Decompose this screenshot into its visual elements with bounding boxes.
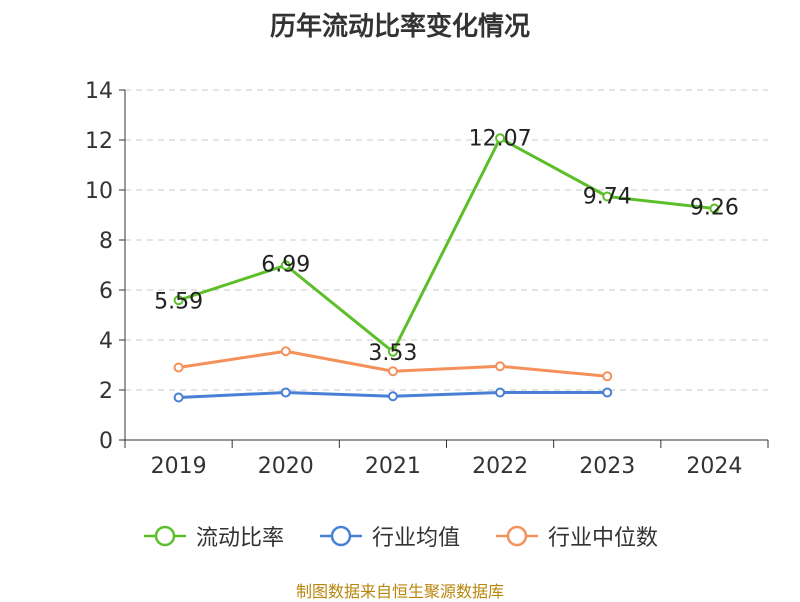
x-tick-label: 2023 [579,454,635,479]
data-point [387,391,398,402]
y-tick-label: 14 [85,79,113,104]
x-tick-label: 2021 [365,454,421,479]
x-tick-label: 2024 [686,454,742,479]
legend-swatch [496,525,538,547]
data-point [709,203,720,214]
legend-label: 行业中位数 [548,526,659,551]
chart-title: 历年流动比率变化情况 [269,12,530,42]
data-label: 6.99 [261,252,310,277]
y-tick-label: 12 [85,129,113,154]
x-tick-label: 2022 [472,454,528,479]
data-point [387,346,398,357]
legend-marker [506,525,528,547]
data-point [173,362,184,373]
data-label: 5.59 [154,289,203,314]
data-point [173,295,184,306]
data-label: 9.26 [690,196,739,221]
y-tick-label: 6 [99,279,113,304]
source-note: 制图数据来自恒生聚源数据库 [295,582,504,601]
legend-label: 流动比率 [195,526,284,551]
legend-label: 行业均值 [371,526,460,551]
series-line [178,136,715,354]
legend-marker [330,525,352,547]
y-tick-label: 8 [99,229,113,254]
y-tick-label: 2 [99,379,113,404]
legend-swatch [319,525,362,547]
data-label: 9.74 [583,185,632,210]
data-point [280,260,291,271]
data-point [495,133,506,144]
x-tick-label: 2020 [258,454,314,479]
y-tick-label: 4 [99,329,113,354]
data-point [387,366,398,377]
data-label: 3.53 [368,341,417,366]
x-tick-label: 2019 [151,454,207,479]
data-point [280,346,291,357]
y-tick-label: 0 [99,429,113,454]
data-point [495,361,506,372]
data-point [602,191,613,202]
legend-item[interactable]: 行业中位数 [494,520,658,552]
legend-item[interactable]: 流动比率 [142,520,284,552]
chart-legend: 流动比率 行业均值 行业中位数 [0,520,800,552]
legend-marker [154,525,176,547]
data-point [495,387,506,398]
legend-swatch [143,525,186,547]
data-point [173,392,184,403]
data-point [602,387,613,398]
data-point [602,371,613,382]
legend-item[interactable]: 行业均值 [318,520,460,552]
data-point [280,387,291,398]
data-label: 12.07 [469,126,532,151]
y-tick-label: 10 [85,179,113,204]
